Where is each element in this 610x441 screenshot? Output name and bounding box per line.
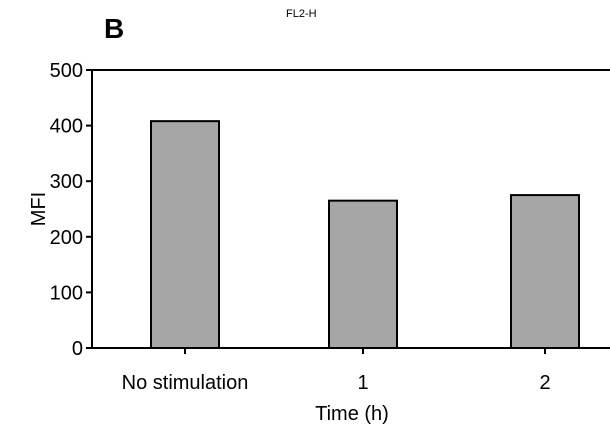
- bar: [150, 120, 220, 350]
- bar: [510, 194, 580, 349]
- y-tick-label: 100: [50, 282, 83, 304]
- x-tick-label: 1: [357, 372, 368, 394]
- y-tick-label: 300: [50, 171, 83, 193]
- x-tick-labels: No stimulation 1 2: [122, 348, 551, 394]
- x-tick-label: No stimulation: [122, 372, 249, 394]
- y-tick-label: 500: [50, 60, 83, 82]
- y-tick-label: 200: [50, 227, 83, 249]
- bars: [150, 120, 580, 350]
- x-axis-title: Time (h): [315, 403, 389, 425]
- y-tick-label: 0: [72, 338, 83, 360]
- chart-subtitle: FL2-H: [286, 8, 317, 20]
- y-ticks: 0 100 200 300 400 500: [50, 60, 92, 360]
- y-tick-label: 400: [50, 116, 83, 138]
- y-axis-title: MFI: [28, 192, 50, 226]
- bar: [328, 199, 398, 349]
- panel-label: B: [104, 13, 124, 44]
- x-tick-label: 2: [539, 372, 550, 394]
